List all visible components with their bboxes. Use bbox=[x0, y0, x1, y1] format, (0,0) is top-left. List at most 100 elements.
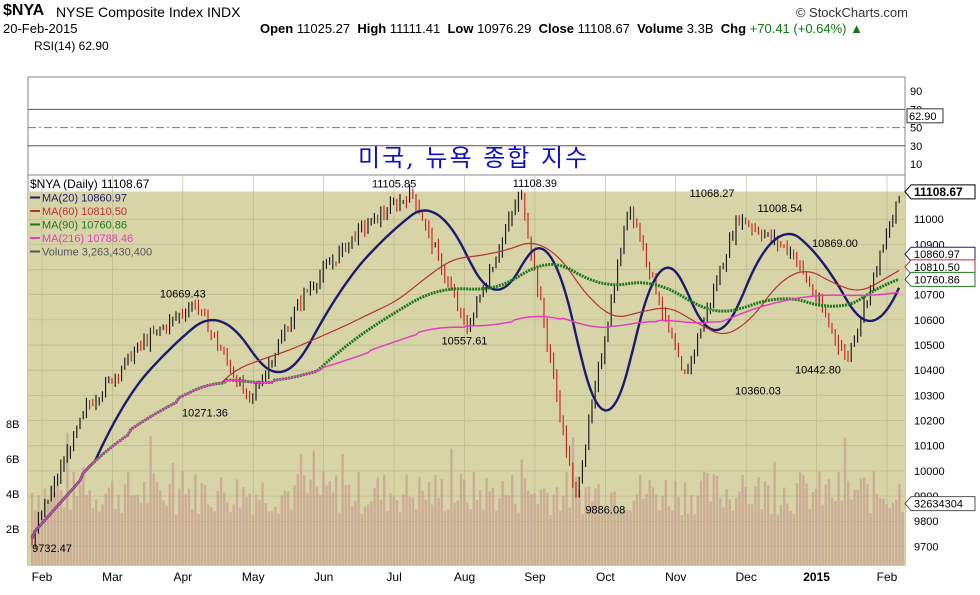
volume-bar bbox=[59, 489, 63, 565]
y-tick-label: 10500 bbox=[914, 340, 945, 352]
price-annotation: 11108.39 bbox=[513, 178, 557, 190]
close-value: 11108.67 bbox=[577, 21, 630, 36]
volume-bar bbox=[645, 494, 648, 565]
volume-bar bbox=[197, 513, 200, 565]
rsi-legend: RSI(14) 62.90 bbox=[34, 39, 109, 53]
volume-bar bbox=[613, 491, 616, 565]
volume-bar bbox=[63, 507, 66, 565]
volume-bar bbox=[91, 508, 95, 565]
volume-bar bbox=[485, 477, 488, 565]
volume-bar bbox=[507, 495, 511, 565]
volume-bar bbox=[856, 489, 859, 565]
volume-bar bbox=[319, 495, 322, 565]
volume-bar bbox=[293, 485, 296, 565]
volume-bar bbox=[517, 512, 520, 565]
volume-bar bbox=[831, 497, 834, 565]
volume-bar bbox=[523, 478, 527, 565]
volume-bar bbox=[635, 494, 639, 565]
volume-bar bbox=[207, 504, 210, 565]
volume-bar bbox=[687, 513, 690, 565]
volume-bar bbox=[895, 499, 898, 565]
volume-bar bbox=[629, 510, 632, 565]
volume-bar bbox=[203, 485, 207, 565]
volume-bar bbox=[210, 507, 213, 565]
price-annotation: 11068.27 bbox=[689, 188, 734, 200]
volume-bar bbox=[581, 514, 584, 565]
volume-bar bbox=[47, 502, 50, 565]
volume-bar bbox=[443, 511, 447, 565]
chg-label: Chg bbox=[720, 21, 747, 36]
volume-bar bbox=[731, 510, 735, 565]
volume-bar bbox=[219, 477, 223, 565]
volume-bar bbox=[735, 497, 738, 565]
volume-bar bbox=[619, 511, 623, 565]
volume-bar bbox=[367, 504, 370, 565]
volume-bar bbox=[709, 501, 712, 565]
volume-bar bbox=[501, 481, 504, 565]
volume-bar bbox=[200, 483, 203, 565]
y-tick-label: 11000 bbox=[914, 214, 944, 226]
volume-bar bbox=[379, 499, 383, 565]
price-annotation: 9886.08 bbox=[585, 505, 625, 517]
volume-bar bbox=[296, 474, 299, 565]
volume-bar bbox=[514, 503, 517, 565]
volume-bar bbox=[680, 514, 683, 565]
volume-bar bbox=[754, 486, 757, 565]
volume-bar bbox=[69, 509, 72, 565]
volume-bar bbox=[159, 490, 162, 565]
volume-bar bbox=[450, 448, 453, 565]
volume-label: Volume bbox=[637, 21, 684, 36]
volume-bar bbox=[719, 497, 722, 565]
volume-bar bbox=[872, 470, 875, 565]
volume-bar bbox=[194, 474, 197, 565]
volume-bar bbox=[725, 489, 728, 565]
volume-bar bbox=[216, 490, 219, 565]
volume-bar bbox=[258, 499, 261, 565]
x-tick-label: Dec bbox=[735, 570, 756, 584]
y-tick-label: 10400 bbox=[914, 365, 945, 377]
price-annotation: 11008.54 bbox=[757, 203, 802, 215]
low-value: 10976.29 bbox=[477, 21, 532, 36]
x-tick-label: Feb bbox=[877, 570, 898, 584]
volume-bar bbox=[107, 487, 111, 565]
volume-bar bbox=[792, 513, 795, 565]
volume-bar bbox=[786, 503, 789, 565]
x-tick-label: Apr bbox=[173, 570, 192, 584]
last-value-label: 10860.97 bbox=[914, 249, 960, 261]
volume-bar bbox=[891, 502, 895, 565]
price-annotation: 10360.03 bbox=[735, 385, 781, 397]
volume-bar bbox=[827, 479, 831, 565]
volume-bar bbox=[562, 495, 565, 565]
y-tick-label: 9800 bbox=[914, 516, 938, 528]
volume-bar bbox=[543, 488, 546, 565]
volume-bar bbox=[751, 504, 754, 565]
volume-bar bbox=[181, 470, 184, 565]
volume-bar bbox=[520, 459, 523, 565]
rsi-current-box bbox=[906, 108, 944, 124]
volume-bar bbox=[31, 492, 34, 565]
volume-bar bbox=[546, 492, 549, 565]
price-annotation: 10271.36 bbox=[182, 408, 228, 420]
volume-bar bbox=[808, 509, 811, 565]
volume-bar bbox=[322, 471, 325, 565]
volume-bar bbox=[674, 480, 677, 565]
volume-bar bbox=[229, 512, 232, 565]
volume-bar bbox=[267, 511, 271, 565]
quote-row: Open 11025.27 High 11111.41 Low 10976.29… bbox=[260, 21, 863, 36]
volume-bar bbox=[773, 461, 776, 565]
volume-bar bbox=[594, 488, 597, 565]
volume-bar bbox=[623, 508, 626, 565]
legend-ma20: MA(20) 10860.97 bbox=[42, 193, 127, 205]
last-value-label: 10760.86 bbox=[914, 274, 960, 286]
volume-bar bbox=[888, 508, 891, 565]
volume-bar bbox=[114, 508, 117, 565]
volume-bar bbox=[815, 488, 818, 565]
volume-bar bbox=[885, 504, 888, 565]
volume-bar bbox=[251, 514, 255, 565]
volume-bar bbox=[847, 480, 850, 565]
volume-bar bbox=[552, 494, 555, 565]
volume-bar bbox=[607, 512, 610, 565]
volume-bar bbox=[136, 494, 139, 565]
legend-ma90: MA(90) 10760.86 bbox=[42, 220, 127, 232]
volume-bar bbox=[722, 507, 725, 565]
